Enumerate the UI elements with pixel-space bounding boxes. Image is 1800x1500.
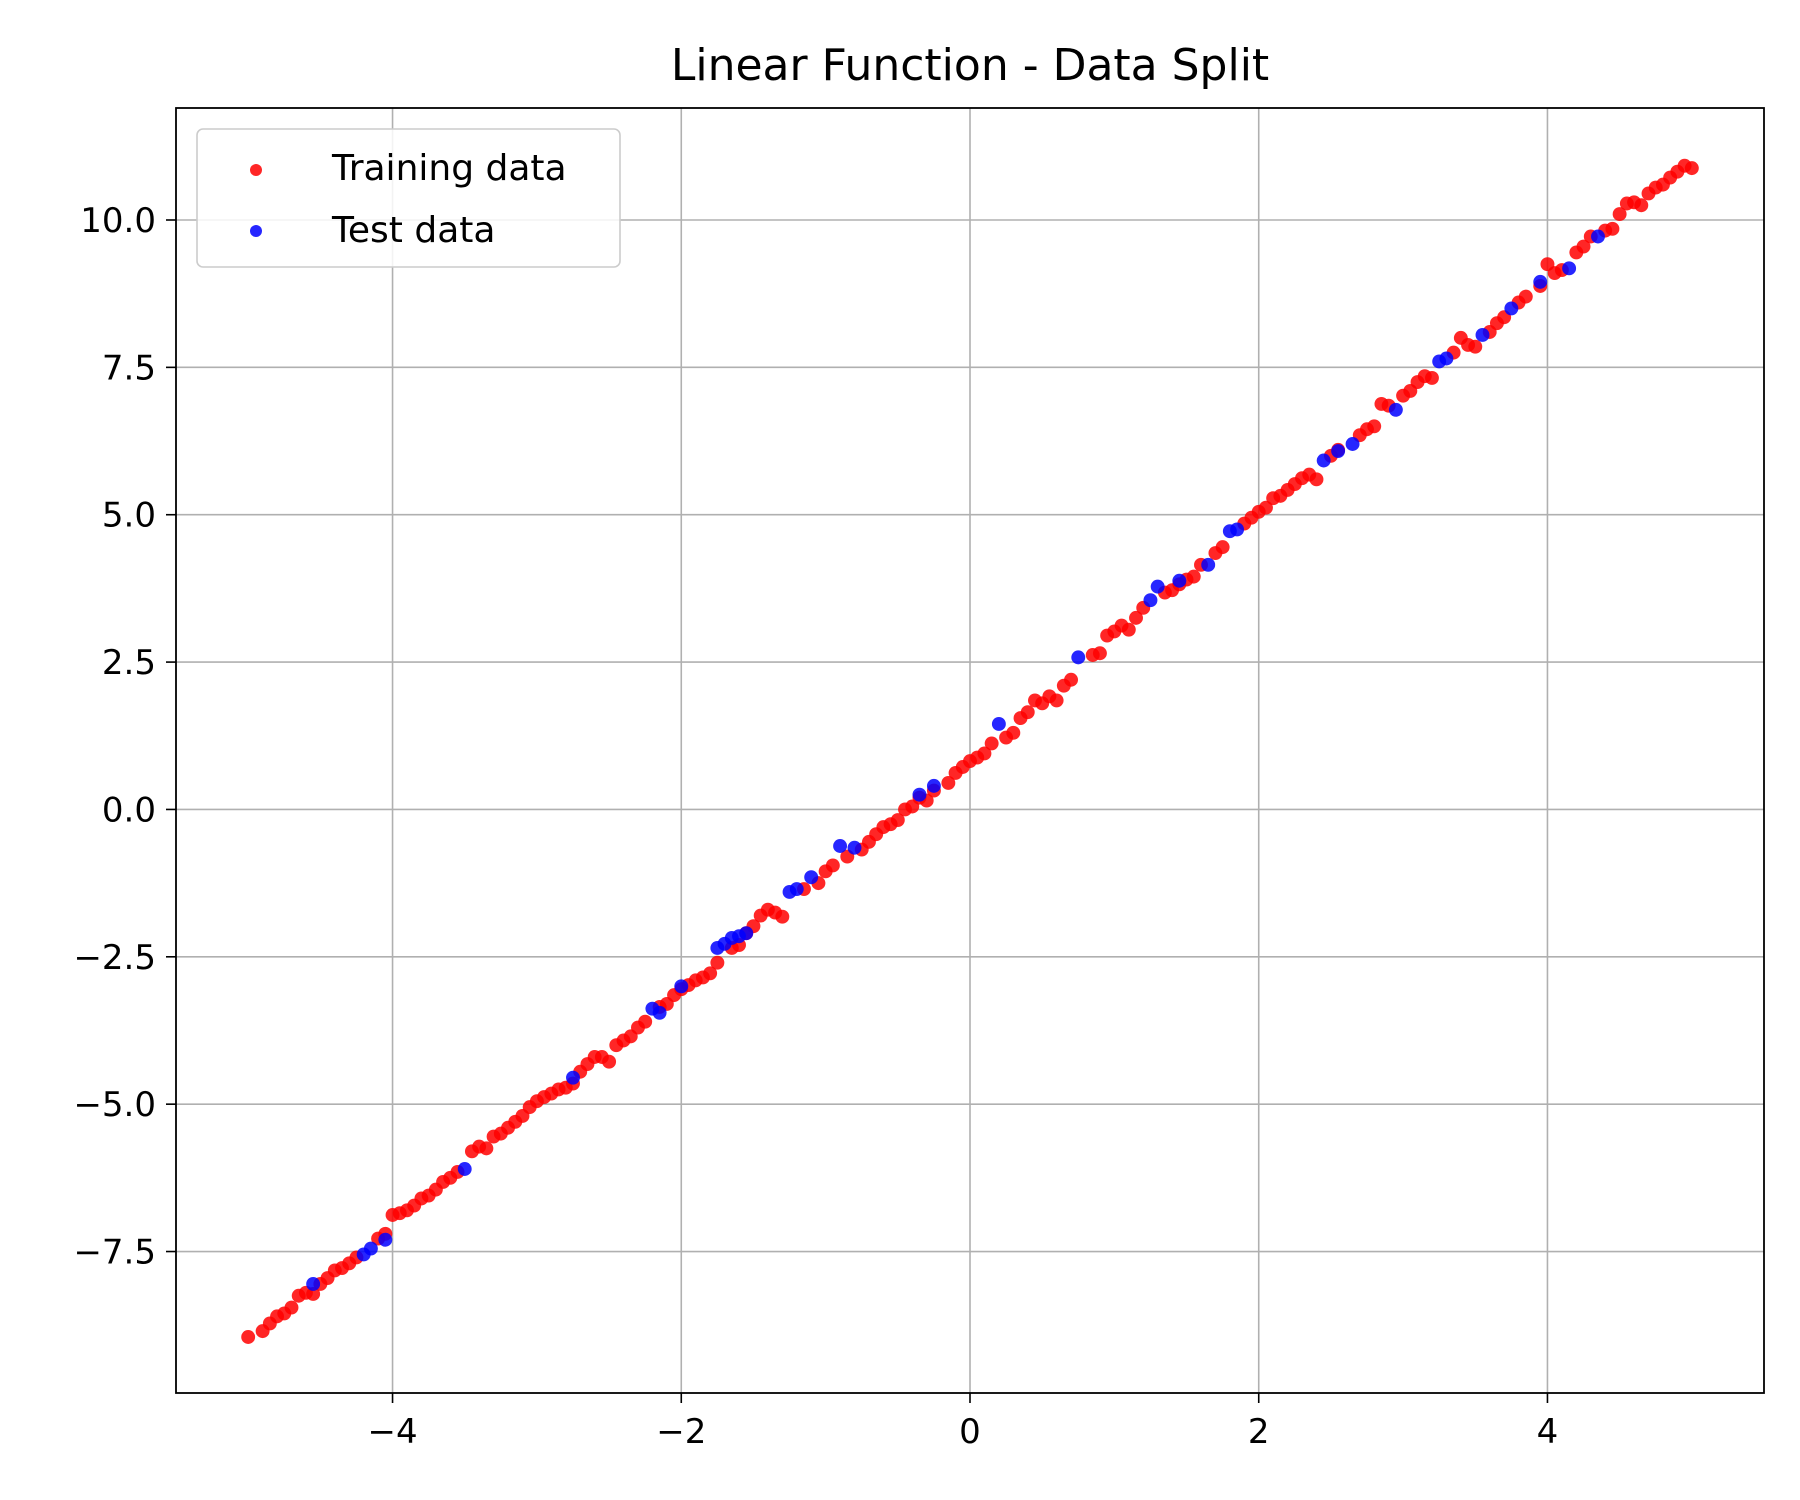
test-data-point [991,717,1006,731]
test-data-point [1230,522,1245,537]
y-tick-label: −2.5 [73,938,156,978]
test-data-point [1533,274,1548,289]
test-data-point [804,870,819,885]
x-tick-label: 2 [1248,1412,1270,1452]
training-data-point [1129,610,1143,625]
test-data-point [652,1005,667,1020]
axis-ticks: −4 −2 0 2 4 −7.5 −5.0 −2.5 0.0 2.5 5.0 7.5 10.0 [73,201,1558,1452]
test-data-point [1388,402,1403,417]
training-data-point [479,1141,494,1156]
test-data-point [1475,327,1490,342]
test-data-point [1504,301,1519,316]
test-data-point [1201,557,1216,572]
test-data-point [378,1232,393,1247]
training-data-point [941,775,956,790]
test-data-point [1345,437,1360,451]
training-data-point [984,736,999,751]
training-data-point [1468,339,1483,354]
test-data-point [789,882,804,896]
y-tick-label: −7.5 [73,1233,156,1273]
grid-lines [176,108,1764,1393]
training-data-point [284,1300,299,1315]
test-data-point [1143,593,1158,608]
training-data-point [1684,161,1699,176]
test-data-point [306,1276,321,1291]
test-data-point [1172,573,1187,588]
test-points [306,229,1605,1291]
chart-title: Linear Function - Data Split [671,40,1269,91]
test-data-point [1591,229,1605,244]
test-data-point [674,979,689,994]
training-data-point [710,955,725,970]
training-data-point [241,1330,256,1344]
test-data-point [566,1070,580,1085]
training-data-point [1092,646,1107,661]
data-points [241,158,1699,1344]
training-data-point [890,813,905,828]
y-tick-label: 5.0 [102,496,156,536]
y-tick-label: 0.0 [102,790,156,830]
test-data-point [926,778,941,793]
training-data-point [825,858,840,873]
training-data-point [775,909,790,924]
training-data-point [1049,693,1064,708]
test-data-point [363,1241,378,1256]
training-data-point [1518,289,1533,304]
legend-marker-training [250,164,262,176]
training-data-point [1605,221,1620,236]
training-data-point [638,1014,653,1029]
test-data-point [1331,444,1346,459]
training-data-point [1425,371,1439,385]
test-data-point [912,787,927,802]
training-data-point [1258,500,1273,515]
training-data-point [703,966,718,981]
test-data-point [1316,453,1331,468]
test-data-point [457,1162,472,1176]
test-data-point [1071,650,1086,665]
y-tick-label: −5.0 [73,1085,156,1125]
x-tick-label: 4 [1537,1412,1559,1452]
training-data-point [1576,239,1591,254]
training-data-point [1634,198,1649,213]
legend-label-training: Training data [331,148,567,189]
training-data-point [1064,672,1079,687]
training-data-point [602,1054,617,1069]
y-tick-label: 10.0 [80,201,156,241]
test-data-point [833,839,848,853]
test-data-point [1439,351,1454,366]
training-data-point [306,1287,321,1301]
legend-marker-test [250,225,262,237]
legend: Training data Test data [196,128,621,268]
x-tick-label: −4 [367,1412,417,1452]
training-data-point [1006,725,1021,740]
training-data-point [1215,540,1230,555]
y-tick-label: 2.5 [102,643,156,683]
training-data-point [977,746,992,761]
legend-label-test: Test data [331,210,495,251]
test-data-point [739,926,754,941]
y-tick-label: 7.5 [102,348,156,388]
training-data-point [1367,419,1382,434]
x-tick-label: 0 [959,1412,981,1452]
training-data-point [1612,207,1627,222]
legend-frame [196,128,621,268]
test-data-point [1562,261,1577,276]
training-data-point [1309,472,1324,487]
training-data-point [1186,569,1201,584]
training-data-point [1020,705,1035,720]
x-tick-label: −2 [656,1412,706,1452]
test-data-point [1150,579,1165,594]
training-data-point [1121,622,1136,637]
test-data-point [847,840,862,855]
